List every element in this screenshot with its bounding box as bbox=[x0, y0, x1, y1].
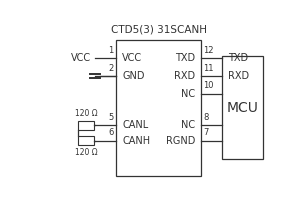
Text: 7: 7 bbox=[203, 128, 209, 137]
Text: NC: NC bbox=[181, 121, 195, 130]
Bar bbox=[78, 136, 94, 145]
Bar bbox=[223, 56, 263, 159]
Text: 11: 11 bbox=[203, 64, 214, 73]
Text: 1: 1 bbox=[109, 46, 114, 55]
Text: CTD5(3) 31SCANH: CTD5(3) 31SCANH bbox=[111, 25, 207, 35]
Text: RXD: RXD bbox=[174, 71, 195, 81]
Text: TXD: TXD bbox=[228, 53, 249, 63]
Text: 6: 6 bbox=[108, 128, 114, 137]
Text: TXD: TXD bbox=[175, 53, 195, 63]
Text: 8: 8 bbox=[203, 113, 209, 122]
Text: MCU: MCU bbox=[227, 101, 259, 115]
Text: GND: GND bbox=[122, 71, 145, 81]
Text: 120 Ω: 120 Ω bbox=[75, 109, 97, 118]
Text: 12: 12 bbox=[203, 46, 214, 55]
Text: VCC: VCC bbox=[122, 53, 142, 63]
Bar bbox=[116, 40, 201, 176]
Bar bbox=[78, 121, 94, 130]
Text: RXD: RXD bbox=[228, 71, 249, 81]
Text: CANL: CANL bbox=[122, 121, 148, 130]
Text: 2: 2 bbox=[109, 64, 114, 73]
Text: 120 Ω: 120 Ω bbox=[75, 148, 97, 158]
Text: NC: NC bbox=[181, 89, 195, 99]
Text: RGND: RGND bbox=[166, 136, 195, 146]
Text: 5: 5 bbox=[109, 113, 114, 122]
Text: VCC: VCC bbox=[71, 53, 91, 63]
Text: 10: 10 bbox=[203, 81, 214, 90]
Text: CANH: CANH bbox=[122, 136, 150, 146]
